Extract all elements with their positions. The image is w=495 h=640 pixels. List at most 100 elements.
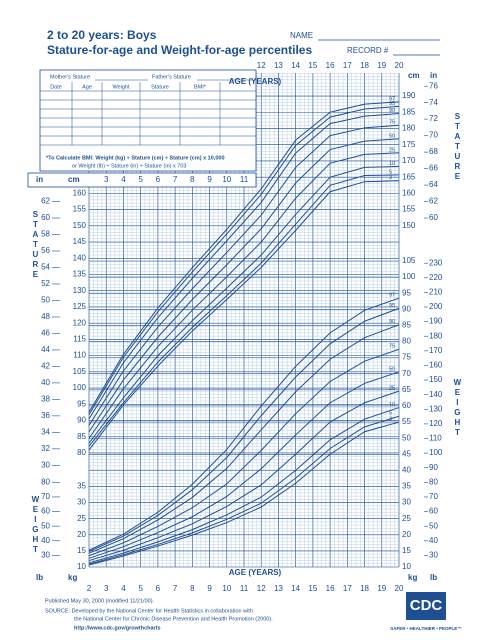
y-tick-label: 155 bbox=[402, 205, 416, 214]
y-tick-label: 145 bbox=[73, 237, 87, 246]
y2-tick-label: 80 bbox=[429, 477, 438, 486]
x-label: AGE (YEARS) bbox=[229, 77, 282, 86]
x-tick-label: 14 bbox=[291, 61, 300, 70]
y2-tick-label: 56 bbox=[41, 246, 50, 255]
curve-label: 90 bbox=[389, 108, 395, 114]
curve-label: 10 bbox=[389, 161, 395, 167]
y-tick-label: 25 bbox=[402, 514, 411, 523]
x-tick-label: 9 bbox=[207, 175, 212, 184]
y2-tick-label: 36 bbox=[41, 411, 50, 420]
percentile-curve bbox=[88, 348, 400, 557]
y2-tick-label: 42 bbox=[41, 362, 50, 371]
y2-unit: lb bbox=[36, 573, 43, 582]
x-tick-label: 16 bbox=[326, 584, 335, 593]
curve-label: 5 bbox=[389, 411, 392, 417]
x-tick-label: 15 bbox=[308, 61, 317, 70]
y-tick-label: 55 bbox=[402, 417, 411, 426]
percentile-curve bbox=[88, 124, 400, 426]
bmi-note: *To Calculate BMI: Weight (kg) ÷ Stature… bbox=[46, 155, 225, 161]
y2-tick-label: 34 bbox=[41, 427, 50, 436]
x-tick-label: 12 bbox=[257, 61, 266, 70]
age-strip bbox=[27, 172, 257, 188]
y2-tick-label: 60 bbox=[429, 507, 438, 516]
y2-tick-label: 160 bbox=[429, 361, 443, 370]
x-tick-label: 8 bbox=[190, 584, 195, 593]
y-tick-label: 185 bbox=[402, 107, 416, 116]
y2-tick-label: 54 bbox=[41, 263, 50, 272]
form-table: Date Age Weight Stature BMI* bbox=[40, 82, 256, 146]
y2-tick-label: 48 bbox=[41, 312, 50, 321]
x-tick-label: 3 bbox=[104, 584, 109, 593]
percentile-curve bbox=[88, 421, 400, 566]
x-tick-label: 5 bbox=[138, 584, 143, 593]
x-tick-label: 12 bbox=[257, 584, 266, 593]
curve-label: 75 bbox=[389, 120, 395, 126]
y-tick-label: 160 bbox=[402, 188, 416, 197]
y-tick-label: 165 bbox=[402, 172, 416, 181]
father-label: Father's Stature bbox=[152, 74, 191, 80]
y2-unit: lb bbox=[430, 573, 437, 582]
y-tick-label: 35 bbox=[77, 482, 86, 491]
y-tick-label: 30 bbox=[402, 498, 411, 507]
title: 2 to 20 years: Boys bbox=[47, 28, 157, 42]
y-tick-label: 190 bbox=[402, 91, 416, 100]
x-tick-label: 17 bbox=[343, 61, 352, 70]
y2-tick-label: 110 bbox=[429, 434, 442, 443]
y2-tick-label: 140 bbox=[429, 390, 443, 399]
percentile-curve bbox=[88, 324, 400, 554]
record-label: RECORD # bbox=[347, 46, 389, 55]
y2-tick-label: 72 bbox=[429, 114, 438, 123]
x-tick-label: 10 bbox=[222, 584, 231, 593]
y-tick-label: 85 bbox=[402, 321, 411, 330]
y2-tick-label: 50 bbox=[41, 296, 50, 305]
mother-label: Mother's Stature bbox=[50, 74, 90, 80]
y2-tick-label: 60 bbox=[41, 213, 50, 222]
y2-tick-label: 76 bbox=[429, 81, 438, 90]
y-tick-label: 155 bbox=[73, 205, 87, 214]
x-tick-label: 7 bbox=[173, 175, 178, 184]
y2-tick-label: 46 bbox=[41, 329, 50, 338]
y-tick-label: 120 bbox=[73, 318, 87, 327]
curve-label: 95 bbox=[389, 101, 395, 107]
y-tick-label: 10 bbox=[402, 562, 411, 571]
y2-tick-label: 60 bbox=[41, 507, 50, 516]
y-tick-label: 130 bbox=[73, 286, 87, 295]
y2-tick-label: 170 bbox=[429, 346, 443, 355]
y-tick-label: 65 bbox=[402, 385, 411, 394]
x-tick-label: 6 bbox=[156, 584, 161, 593]
y2-tick-label: 130 bbox=[429, 404, 443, 413]
form-column: Age bbox=[82, 84, 92, 90]
y2-tick-label: 40 bbox=[41, 378, 50, 387]
y2-tick-label: 52 bbox=[41, 279, 50, 288]
y2-tick-label: 70 bbox=[429, 492, 438, 501]
x-tick-label: 3 bbox=[104, 175, 109, 184]
x-tick-label: 9 bbox=[207, 584, 212, 593]
y2-tick-label: 40 bbox=[41, 536, 50, 545]
percentile-curve bbox=[88, 138, 400, 433]
y2-tick-label: 66 bbox=[429, 164, 438, 173]
y-tick-label: 105 bbox=[402, 256, 416, 265]
y2-tick-label: 74 bbox=[429, 98, 438, 107]
y2-tick-label: 50 bbox=[429, 521, 438, 530]
y2-tick-label: 70 bbox=[41, 492, 50, 501]
curve-label: 3 bbox=[389, 417, 392, 423]
percentile-curve bbox=[88, 407, 400, 564]
curve-label: 50 bbox=[389, 366, 395, 372]
y-tick-label: 110 bbox=[73, 351, 86, 360]
x-tick-label: 11 bbox=[240, 175, 249, 184]
y-tick-label: 150 bbox=[73, 221, 87, 230]
x-tick-label: 15 bbox=[308, 584, 317, 593]
percentile-curve bbox=[88, 152, 400, 439]
x-tick-label: 13 bbox=[274, 584, 283, 593]
y2-tick-label: 44 bbox=[41, 345, 50, 354]
y2-unit: in bbox=[36, 175, 43, 184]
y2-tick-label: 30 bbox=[429, 550, 438, 559]
form-column: Date bbox=[50, 84, 62, 90]
url: http://www.cdc.gov/growthcharts bbox=[74, 625, 161, 631]
y-unit: cm bbox=[68, 175, 80, 184]
y2-tick-label: 70 bbox=[429, 131, 438, 140]
x-tick-label: 14 bbox=[291, 584, 300, 593]
y-tick-label: 95 bbox=[77, 399, 86, 408]
y-unit: cm bbox=[408, 71, 420, 80]
